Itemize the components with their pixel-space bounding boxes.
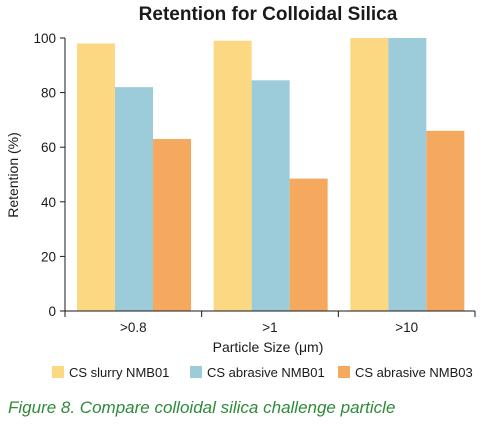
bar-0-0 xyxy=(77,43,115,312)
bar-1-2 xyxy=(289,178,328,311)
x-tick-label-1: >1 xyxy=(262,320,277,335)
bar-2-1 xyxy=(388,38,427,311)
legend-swatch-1 xyxy=(190,366,202,378)
figure-caption: Figure 8. Compare colloidal silica chall… xyxy=(8,398,396,417)
bar-2-0 xyxy=(350,38,389,311)
legend-label-0: CS slurry NMB01 xyxy=(69,365,169,380)
legend-label-2: CS abrasive NMB03 xyxy=(355,365,473,380)
y-tick-label-2: 40 xyxy=(41,195,56,210)
legend-swatch-2 xyxy=(338,366,350,378)
y-tick-label-1: 20 xyxy=(41,249,56,264)
legend-swatch-0 xyxy=(52,366,64,378)
x-tick-label-0: >0.8 xyxy=(120,320,147,335)
axes-layer: 0 20 40 60 80 100 >0.8 >1 >10 xyxy=(33,31,476,335)
bar-1-1 xyxy=(251,80,290,311)
bar-0-1 xyxy=(115,87,153,311)
y-tick-label-5: 100 xyxy=(33,31,56,46)
bar-0-2 xyxy=(153,139,191,311)
y-tick-label-3: 60 xyxy=(41,140,56,155)
y-axis-label: Retention (%) xyxy=(5,132,21,218)
legend: CS slurry NMB01 CS abrasive NMB01 CS abras… xyxy=(52,365,473,380)
legend-label-1: CS abrasive NMB01 xyxy=(207,365,325,380)
y-tick-label-0: 0 xyxy=(48,304,56,319)
bars-layer xyxy=(77,38,465,312)
bar-2-2 xyxy=(426,130,465,311)
x-axis-label: Particle Size (μm) xyxy=(213,339,324,355)
chart-title: Retention for Colloidal Silica xyxy=(139,4,398,25)
y-tick-label-4: 80 xyxy=(41,86,56,101)
retention-bar-chart: Retention for Colloidal Silica 0 20 40 60 80… xyxy=(5,4,476,380)
x-tick-label-2: >10 xyxy=(395,320,418,335)
bar-1-0 xyxy=(213,40,252,311)
